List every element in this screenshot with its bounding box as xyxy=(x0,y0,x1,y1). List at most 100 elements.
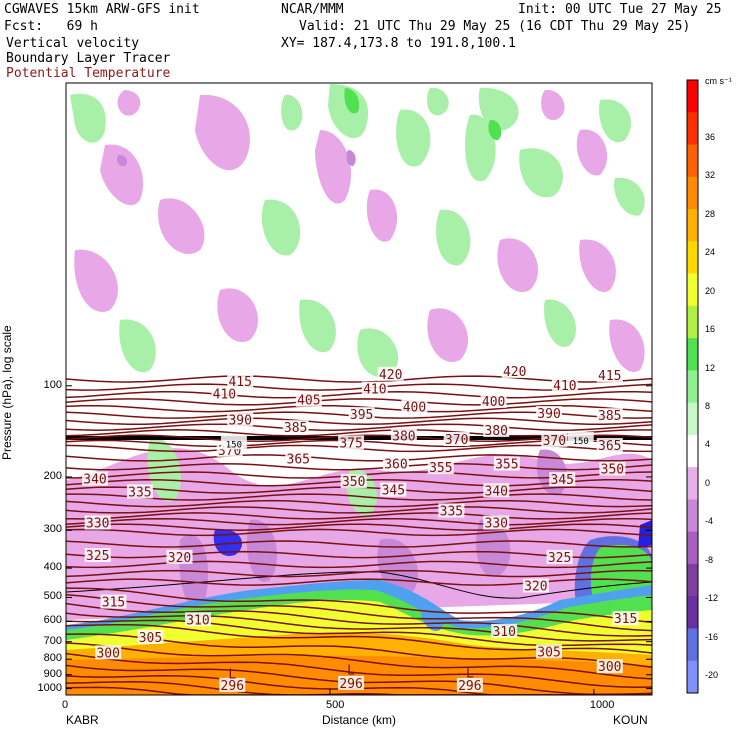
colorbar-swatch xyxy=(687,305,698,339)
colorbar-swatch xyxy=(687,531,698,565)
colorbar-swatch xyxy=(687,628,698,662)
theta-label: 350 xyxy=(599,461,626,478)
tracer-label-text: 150 xyxy=(226,440,242,450)
colorbar-swatch xyxy=(687,273,698,307)
theta-label-bg xyxy=(491,623,518,638)
y-tick-label: 700 xyxy=(43,634,62,647)
shaded-fields xyxy=(66,84,652,695)
theta-label-bg xyxy=(438,503,465,518)
theta-label-text: 300 xyxy=(598,660,621,675)
theta-contour-line xyxy=(66,612,652,642)
theta-label: 296 xyxy=(456,677,483,694)
theta-label-text: 330 xyxy=(485,517,508,532)
theta-label-bg xyxy=(361,381,388,396)
theta-label-bg xyxy=(596,368,623,383)
theta-label: 400 xyxy=(401,399,428,416)
theta-contour-line xyxy=(66,587,652,624)
theta-contour-line xyxy=(66,686,652,695)
y-tick-label: 600 xyxy=(43,614,62,627)
theta-label-text: 410 xyxy=(363,383,386,398)
theta-label: 415 xyxy=(596,368,623,384)
low-marker-text: L xyxy=(347,663,355,678)
theta-label-bg xyxy=(377,366,404,381)
theta-label-text: 400 xyxy=(403,401,426,416)
theta-label: 360 xyxy=(382,456,409,473)
org-label: NCAR/MMM xyxy=(281,2,344,17)
theta-contour-line xyxy=(66,593,652,632)
theta-label-text: 350 xyxy=(601,463,624,478)
theta-label-text: 380 xyxy=(485,424,508,439)
x-tick-label: 500 xyxy=(325,699,345,711)
theta-label: 325 xyxy=(546,549,573,566)
theta-contour-line xyxy=(66,569,652,578)
plot-frame xyxy=(65,82,653,696)
theta-label: 420 xyxy=(377,366,404,383)
theta-label-text: 410 xyxy=(553,379,576,394)
theta-label-bg xyxy=(546,549,573,564)
theta-contour-line xyxy=(66,602,652,637)
theta-label-text: 320 xyxy=(168,551,191,566)
colorbar-swatch xyxy=(687,499,698,533)
colorbar-swatch xyxy=(687,176,698,210)
theta-label: 365 xyxy=(285,451,312,467)
theta-label-text: 325 xyxy=(86,549,109,564)
theta-contour-line xyxy=(66,493,652,501)
theta-label: 415 xyxy=(227,373,254,390)
theta-label-text: 380 xyxy=(392,429,415,444)
colorbar-level: -4 xyxy=(705,516,714,527)
tracer-label: 150 xyxy=(567,431,594,447)
colorbar-level: 20 xyxy=(705,285,716,296)
theta-label-bg xyxy=(227,373,254,388)
theta-label-bg xyxy=(184,612,211,627)
theta-label: 340 xyxy=(82,471,109,488)
theta-label: 410 xyxy=(361,381,388,398)
theta-label: 385 xyxy=(282,420,309,436)
theta-label-bg xyxy=(338,435,365,450)
theta-label-text: 296 xyxy=(458,679,481,694)
colorbar-level: 8 xyxy=(705,401,711,411)
low-marker: L xyxy=(347,663,355,678)
theta-label-bg xyxy=(480,393,507,408)
field-potential-temperature: Potential Temperature xyxy=(6,66,171,81)
low-marker: L xyxy=(228,668,236,683)
theta-contour-line xyxy=(66,652,652,689)
theta-label-bg xyxy=(541,432,568,447)
colorbar-level: 16 xyxy=(705,324,716,335)
theta-label-bg xyxy=(493,456,520,471)
field-tracer: Boundary Layer Tracer xyxy=(6,51,171,66)
theta-label: 330 xyxy=(483,515,510,532)
y-tick-label: 800 xyxy=(43,652,62,665)
x-end-station: KOUN xyxy=(613,713,648,727)
theta-label-text: 390 xyxy=(537,407,560,422)
tracer-label-text: 150 xyxy=(573,437,589,447)
theta-label-bg xyxy=(599,461,626,476)
theta-contour-line xyxy=(66,462,652,471)
theta-label: 410 xyxy=(211,386,238,403)
theta-label-bg xyxy=(137,629,164,644)
theta-label: 355 xyxy=(427,460,454,476)
valid-time: Valid: 21 UTC Thu 29 May 25 (16 CDT Thu … xyxy=(299,19,691,34)
theta-label-bg xyxy=(522,578,549,593)
theta-label-bg xyxy=(427,460,454,475)
theta-contour-line xyxy=(66,398,652,406)
theta-label-text: 405 xyxy=(297,394,320,409)
y-tick-label: 500 xyxy=(43,590,62,603)
theta-label-text: 365 xyxy=(598,439,621,454)
theta-label: 395 xyxy=(348,407,375,423)
theta-label-text: 305 xyxy=(139,631,162,646)
theta-label-bg xyxy=(483,483,510,498)
colorbar-frame xyxy=(686,79,699,694)
theta-label-bg xyxy=(380,482,407,497)
theta-label-bg xyxy=(536,406,563,421)
theta-label-text: 365 xyxy=(287,452,310,467)
theta-label-text: 385 xyxy=(284,421,307,436)
theta-label: 375 xyxy=(338,435,365,451)
theta-label-bg xyxy=(348,407,375,422)
theta-label-text: 296 xyxy=(221,679,244,694)
upper-wave-shading xyxy=(70,84,645,378)
theta-label-text: 310 xyxy=(186,613,209,628)
theta-label: 300 xyxy=(596,659,623,675)
theta-contour-line xyxy=(66,404,652,413)
theta-label-bg xyxy=(483,422,510,437)
theta-contours xyxy=(66,375,652,695)
